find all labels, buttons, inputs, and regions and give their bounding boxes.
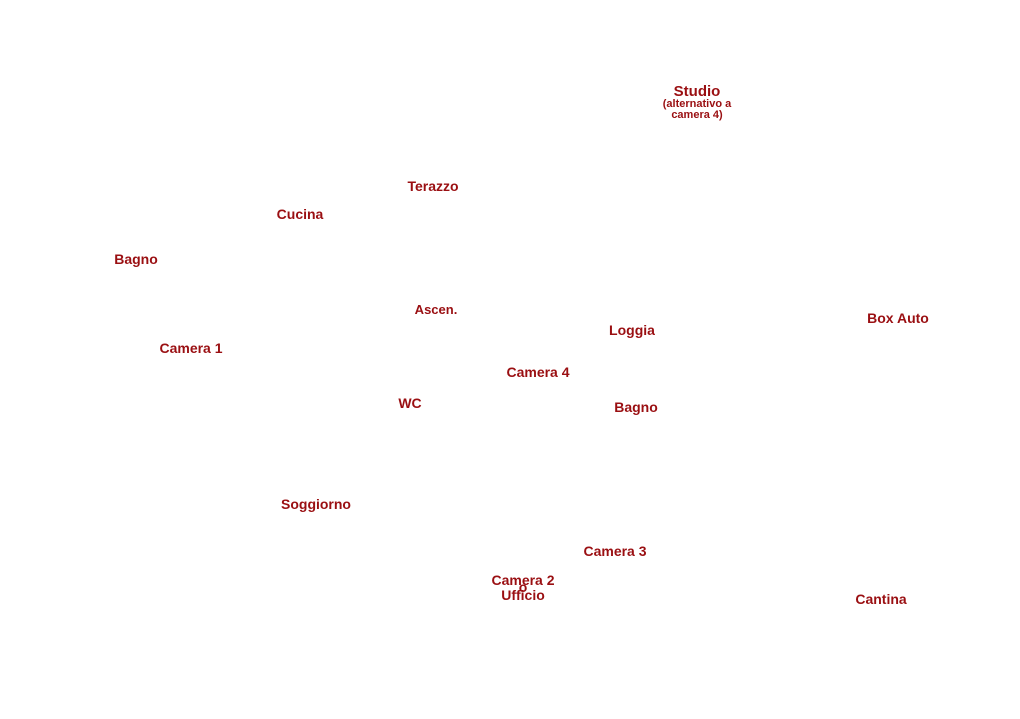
room-loggia-label: Loggia	[609, 322, 655, 338]
room-studio-label: Studio	[673, 83, 721, 100]
room-camera-3-label: Camera 3	[583, 543, 647, 559]
room-camera-2-or-label: o	[518, 579, 528, 595]
room-soggiorno-label: Soggiorno	[281, 496, 351, 512]
room-bagno-right-label: Bagno	[614, 399, 658, 415]
room-cantina-label: Cantina	[855, 591, 907, 607]
room-bagno-left-label: Bagno	[114, 251, 158, 267]
room-box-auto-label: Box Auto	[867, 310, 929, 326]
room-ufficio-label: Ufficio	[501, 587, 545, 603]
room-ascen-label: Ascen.	[414, 302, 458, 317]
room-camera-1-label: Camera 1	[159, 340, 223, 356]
room-camera-2-label: Camera 2	[491, 572, 555, 588]
room-terazzo-label: Terazzo	[407, 178, 459, 194]
room-studio-note-line-1: (alternativo a	[662, 98, 732, 110]
room-studio: Studio (alternativo a camera 4)	[663, 84, 731, 121]
room-camera-2-ufficio: Camera 2 o Ufficio	[491, 573, 554, 602]
room-cucina-label: Cucina	[276, 206, 324, 222]
room-studio-note-line-2: camera 4)	[671, 109, 723, 121]
room-wc-label: WC	[398, 395, 422, 411]
room-camera-4-label: Camera 4	[506, 364, 570, 380]
